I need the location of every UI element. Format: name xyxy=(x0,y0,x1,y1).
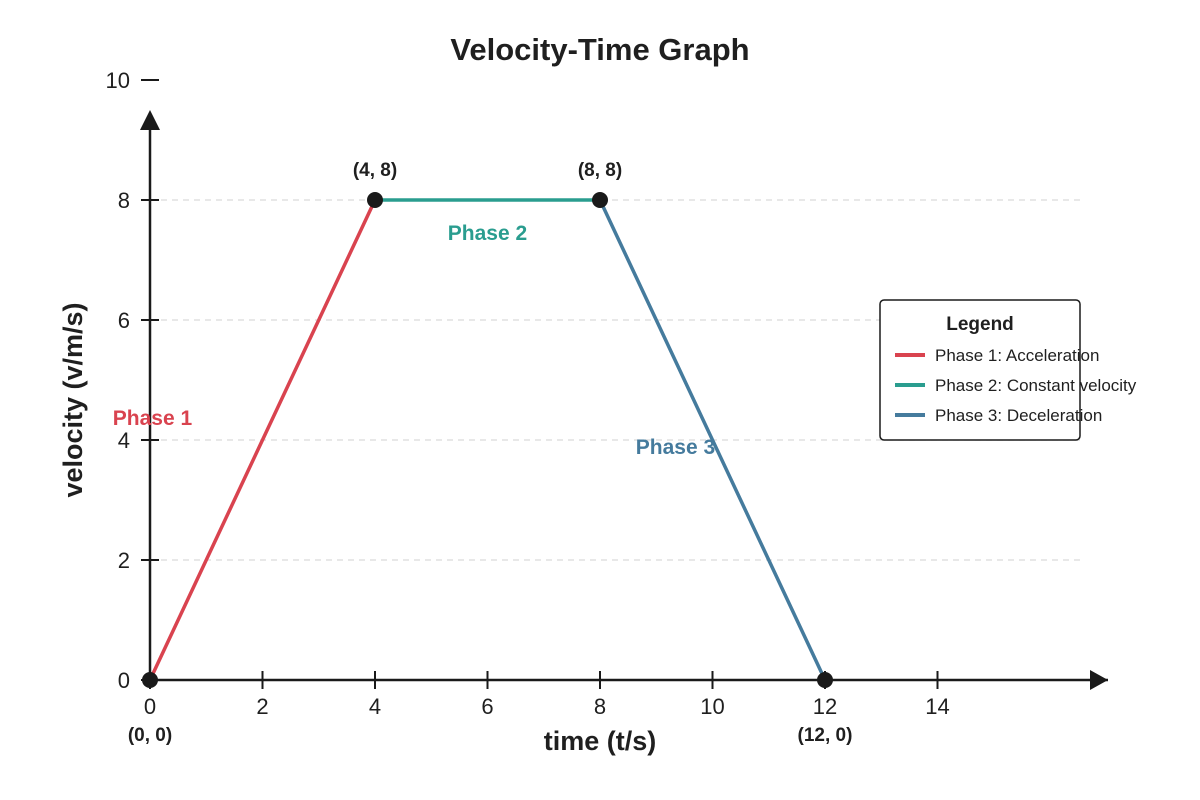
x-tick-label-8: 8 xyxy=(594,694,606,719)
data-points xyxy=(142,192,833,688)
phase-label-3: Phase 3 xyxy=(636,436,715,459)
x-tick-label-0: 0 xyxy=(144,694,156,719)
phase-label-1: Phase 1 xyxy=(113,407,193,430)
legend-label-1: Phase 1: Acceleration xyxy=(935,346,1099,365)
y-axis-arrow xyxy=(140,110,160,130)
phase-labels: Phase 1 Phase 2 Phase 3 xyxy=(113,222,715,459)
phase-label-2: Phase 2 xyxy=(448,222,527,245)
x-tick-label-14: 14 xyxy=(925,694,949,719)
point-label-0: (0, 0) xyxy=(128,725,172,746)
y-tick-label-0: 0 xyxy=(118,668,130,693)
grid-lines xyxy=(150,199,1084,561)
y-tick-label-10: 10 xyxy=(106,68,130,93)
series-line-3 xyxy=(598,198,827,682)
legend: Legend Phase 1: Acceleration Phase 2: Con… xyxy=(879,299,1137,441)
data-point-2 xyxy=(592,192,608,208)
legend-box xyxy=(879,299,1081,441)
point-label-1: (4, 8) xyxy=(353,160,397,181)
axes xyxy=(140,110,1108,690)
chart-title: Velocity-Time Graph xyxy=(450,32,749,67)
y-tick-label-8: 8 xyxy=(118,188,130,213)
y-axis-label: velocity (v/m/s) xyxy=(58,302,88,497)
data-point-3 xyxy=(817,672,833,688)
x-tick-label-12: 12 xyxy=(813,694,837,719)
data-point-1 xyxy=(367,192,383,208)
y-tick-label-2: 2 xyxy=(118,548,130,573)
y-tick-label-4: 4 xyxy=(118,428,130,453)
x-tick-label-4: 4 xyxy=(369,694,381,719)
x-tick-label-10: 10 xyxy=(700,694,724,719)
series-line-1 xyxy=(148,198,377,682)
x-axis-label: time (t/s) xyxy=(544,726,657,756)
x-tick-label-2: 2 xyxy=(256,694,268,719)
x-tick-label-6: 6 xyxy=(481,694,493,719)
y-tick-label-6: 6 xyxy=(118,308,130,333)
x-axis-arrow xyxy=(1090,670,1108,690)
legend-label-3: Phase 3: Deceleration xyxy=(935,406,1102,425)
legend-label-2: Phase 2: Constant velocity xyxy=(935,376,1137,395)
point-label-2: (8, 8) xyxy=(578,160,622,181)
legend-title: Legend xyxy=(946,314,1014,335)
axis-ticks: 0 2 4 6 8 10 12 14 0 2 4 6 8 10 xyxy=(106,68,950,719)
legend-items: Phase 1: Acceleration Phase 2: Constant v… xyxy=(895,346,1137,425)
data-point-0 xyxy=(142,672,158,688)
point-label-3: (12, 0) xyxy=(798,725,853,746)
series-lines xyxy=(148,198,827,682)
point-labels: (0, 0) (4, 8) (8, 8) (12, 0) xyxy=(128,160,853,746)
